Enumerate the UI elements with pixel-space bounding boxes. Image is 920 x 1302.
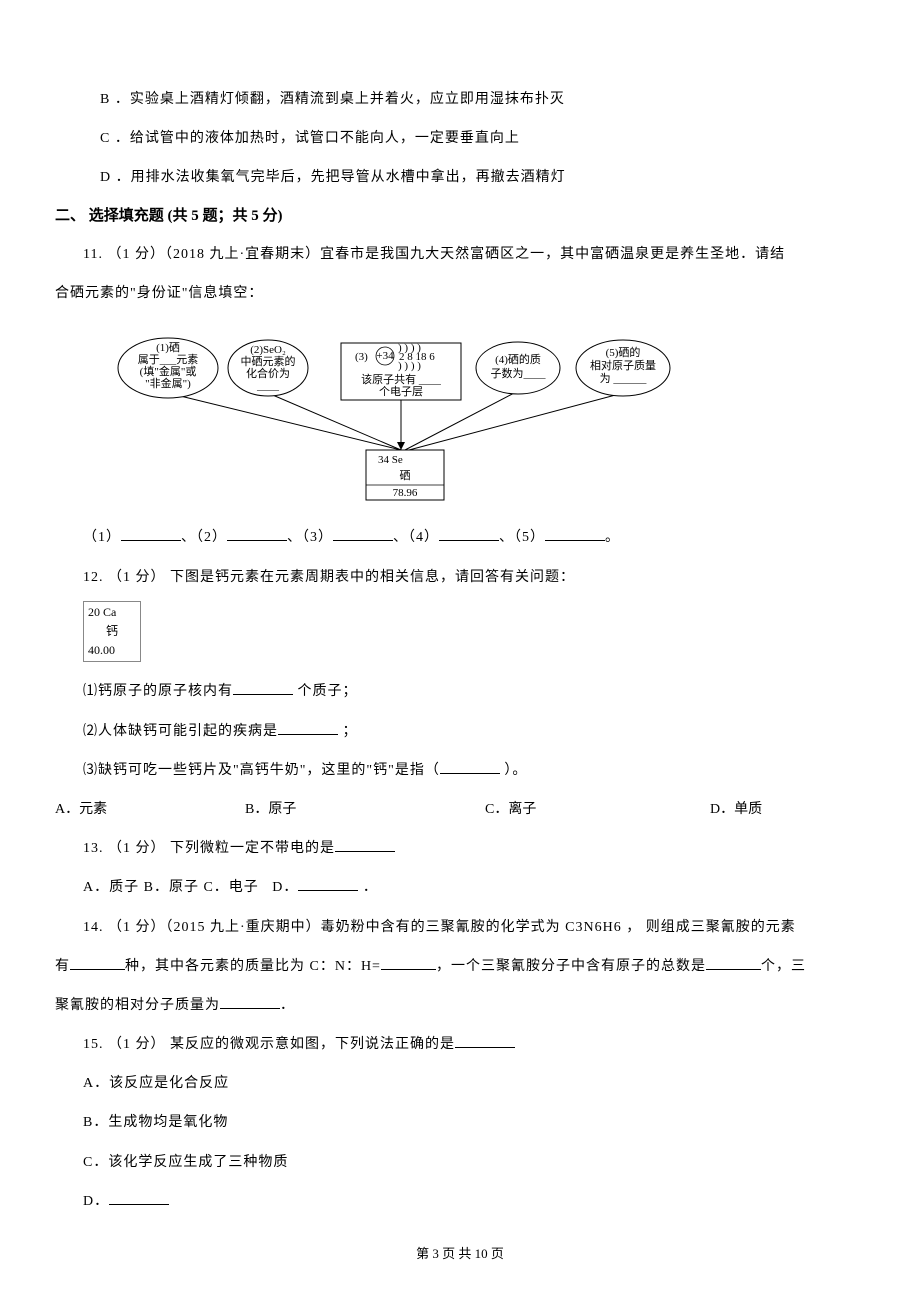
option-b: B ．实验桌上酒精灯倾翻，酒精流到桌上并着火，应立即用湿抹布扑灭: [55, 80, 865, 119]
q15-opt-d: D．: [55, 1182, 865, 1221]
svg-text:(1)硒: (1)硒: [156, 341, 180, 354]
svg-text:"非金属"): "非金属"): [145, 376, 191, 390]
q12-options: A．元素 B．原子 C．离子 D．单质: [55, 790, 865, 829]
section-2-header: 二、 选择填充题 (共 5 题；共 5 分): [55, 198, 865, 236]
svg-text:硒: 硒: [400, 469, 411, 482]
svg-text:相对原子质量: 相对原子质量: [590, 358, 656, 372]
svg-text:为 ______: 为 ______: [600, 372, 647, 385]
q15-opt-c: C．该化学反应生成了三种物质: [55, 1143, 865, 1182]
q12-opt-c: C．离子: [485, 790, 710, 829]
q15-opt-a: A．该反应是化合反应: [55, 1064, 865, 1103]
ca-box-line2: 钙: [88, 622, 136, 641]
q14-prompt-line3: 聚氰胺的相对分子质量为．: [55, 986, 865, 1025]
q12-sub3: ⑶缺钙可吃一些钙片及"高钙牛奶"，这里的"钙"是指（ ）。: [55, 751, 865, 790]
svg-text:(5)硒的: (5)硒的: [606, 345, 641, 359]
svg-text:34 Se: 34 Se: [378, 454, 403, 466]
svg-text:) ) ) ): ) ) ) ): [398, 360, 421, 372]
svg-text:____: ____: [256, 380, 280, 392]
svg-text:属于___元素: 属于___元素: [138, 353, 199, 366]
q13-options: A．质子 B．原子 C．电子 D． ．: [55, 868, 865, 907]
ca-box-line1: 20 Ca: [88, 603, 136, 622]
q11-prompt-line2: 合硒元素的"身份证"信息填空：: [55, 274, 865, 313]
q15-prompt: 15. （1 分） 某反应的微观示意如图，下列说法正确的是: [55, 1025, 865, 1064]
q12-prompt: 12. （1 分） 下图是钙元素在元素周期表中的相关信息，请回答有关问题：: [55, 558, 865, 597]
svg-text:(3): (3): [355, 351, 368, 363]
q14-prompt-line1: 14. （1 分）（2015 九上·重庆期中）毒奶粉中含有的三聚氰胺的化学式为 …: [55, 908, 865, 947]
q11-diagram: (1)硒 属于___元素 (填"金属"或 "非金属") (2)SeO₂ 中硒元素…: [83, 323, 703, 508]
q12-opt-b: B．原子: [245, 790, 485, 829]
svg-text:+34: +34: [376, 350, 394, 362]
q11-prompt-part1: 11. （1 分）（2018 九上·宜春期末）宜春市是我国九大天然富硒区之一，其…: [83, 247, 785, 262]
q15-opt-b: B．生成物均是氧化物: [55, 1103, 865, 1142]
svg-text:(4)硒的质: (4)硒的质: [495, 352, 541, 366]
q12-opt-d: D．单质: [710, 790, 865, 829]
svg-text:该原子共有 ____: 该原子共有 ____: [361, 372, 441, 386]
option-c: C ．给试管中的液体加热时，试管口不能向人，一定要垂直向上: [55, 119, 865, 158]
q11-prompt-line1: 11. （1 分）（2018 九上·宜春期末）宜春市是我国九大天然富硒区之一，其…: [55, 235, 865, 274]
q12-element-box: 20 Ca 钙 40.00: [83, 601, 141, 663]
q12-opt-a: A．元素: [55, 790, 245, 829]
svg-text:子数为____: 子数为____: [491, 367, 546, 380]
q13-prompt: 13. （1 分） 下列微粒一定不带电的是: [55, 829, 865, 868]
page-footer: 第 3 页 共 10 页: [0, 1243, 920, 1262]
svg-text:(填"金属"或: (填"金属"或: [140, 364, 197, 378]
option-d: D ．用排水法收集氧气完毕后，先把导管从水槽中拿出，再撤去酒精灯: [55, 158, 865, 197]
q14-prompt-line2: 有种，其中各元素的质量比为 C：N：H=，一个三聚氰胺分子中含有原子的总数是个，…: [55, 947, 865, 986]
q12-sub2: ⑵人体缺钙可能引起的疾病是 ；: [55, 712, 865, 751]
svg-text:78.96: 78.96: [393, 487, 418, 499]
q11-blanks: （1）、（2）、（3）、（4）、（5）。: [55, 518, 865, 557]
svg-text:(2)SeO₂: (2)SeO₂: [250, 344, 286, 356]
ca-box-line3: 40.00: [88, 641, 136, 660]
svg-text:个电子层: 个电子层: [379, 385, 423, 398]
q12-sub1: ⑴钙原子的原子核内有 个质子；: [55, 672, 865, 711]
svg-text:中硒元素的: 中硒元素的: [241, 354, 296, 368]
svg-text:化合价为: 化合价为: [246, 366, 290, 380]
